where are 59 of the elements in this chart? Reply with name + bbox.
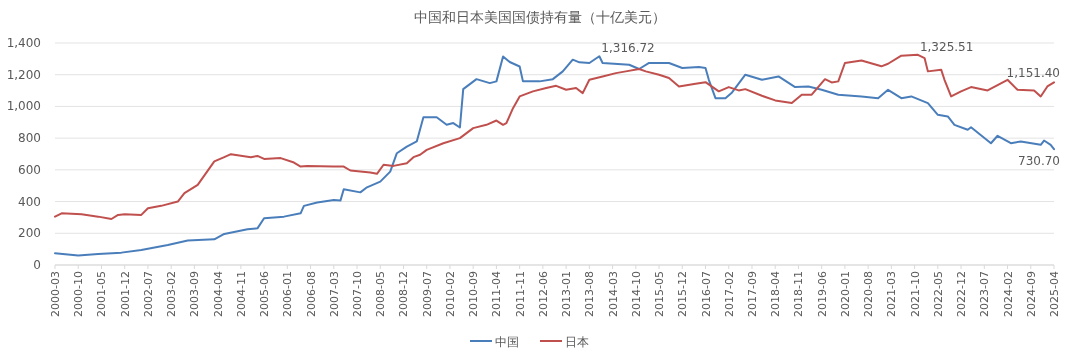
x-tick-label: 2023-07 <box>978 271 992 317</box>
x-tick-label: 2015-12 <box>676 271 690 317</box>
x-tick-label: 2007-03 <box>327 271 341 317</box>
x-tick-label: 2024-09 <box>1024 271 1038 317</box>
y-tick-label: 0 <box>33 258 41 272</box>
x-tick-label: 2000-03 <box>49 271 62 317</box>
x-tick-label: 2002-07 <box>141 271 155 317</box>
legend-label: 日本 <box>565 335 589 349</box>
y-tick-label: 1,400 <box>6 36 41 50</box>
x-tick-label: 2013-01 <box>560 271 574 317</box>
x-tick-label: 2022-05 <box>931 271 945 317</box>
x-tick-label: 2018-11 <box>792 271 806 317</box>
y-tick-label: 400 <box>18 194 41 209</box>
x-tick-label: 2001-05 <box>95 271 109 317</box>
x-tick-label: 2006-08 <box>304 271 318 317</box>
x-tick-label: 2004-11 <box>234 271 248 317</box>
x-tick-label: 2017-02 <box>722 271 736 317</box>
y-tick-label: 200 <box>18 226 41 241</box>
x-tick-label: 2025-04 <box>1048 271 1061 317</box>
x-tick-label: 2015-05 <box>653 271 667 317</box>
x-tick-label: 2010-02 <box>443 271 457 317</box>
x-tick-label: 2008-12 <box>397 271 411 317</box>
annotation: 1,151.40 <box>1006 66 1060 81</box>
x-tick-label: 2012-06 <box>536 271 550 317</box>
x-tick-label: 2007-10 <box>351 271 365 317</box>
y-tick-label: 1,000 <box>6 99 41 114</box>
x-tick-label: 2020-08 <box>862 271 876 317</box>
x-tick-label: 2011-11 <box>513 271 527 317</box>
x-tick-label: 2021-10 <box>908 271 922 317</box>
x-tick-label: 2001-12 <box>118 271 132 317</box>
x-tick-label: 2018-04 <box>769 271 783 317</box>
x-tick-label: 2011-04 <box>490 271 504 317</box>
y-tick-label: 800 <box>18 131 41 146</box>
x-tick-label: 2017-09 <box>745 271 759 317</box>
x-tick-label: 2005-06 <box>258 271 272 317</box>
x-tick-label: 2009-07 <box>420 271 434 317</box>
x-tick-label: 2006-01 <box>281 271 295 317</box>
x-tick-label: 2003-09 <box>188 271 202 317</box>
x-tick-label: 2004-04 <box>211 271 225 317</box>
legend-label: 中国 <box>495 335 519 349</box>
x-tick-label: 2000-10 <box>72 271 86 317</box>
x-tick-label: 2024-02 <box>1001 271 1015 317</box>
x-tick-label: 2022-12 <box>955 271 969 317</box>
x-tick-label: 2014-03 <box>606 271 620 317</box>
x-tick-label: 2016-07 <box>699 271 713 317</box>
x-tick-label: 2020-01 <box>838 271 852 317</box>
y-tick-label: 1,200 <box>6 67 41 82</box>
annotation: 1,325.51 <box>919 39 974 54</box>
annotation: 1,316.72 <box>601 41 655 56</box>
x-tick-label: 2021-03 <box>885 271 899 317</box>
x-tick-label: 2019-06 <box>815 271 829 317</box>
x-tick-label: 2008-05 <box>374 271 388 317</box>
x-tick-label: 2013-08 <box>583 271 597 317</box>
annotation: 730.70 <box>1018 154 1060 169</box>
y-tick-label: 600 <box>18 162 41 177</box>
x-tick-label: 2014-10 <box>629 271 643 317</box>
chart-title: 中国和日本美国国债持有量（十亿美元） <box>414 9 666 25</box>
x-tick-label: 2010-09 <box>467 271 481 317</box>
x-tick-label: 2003-02 <box>165 271 179 317</box>
